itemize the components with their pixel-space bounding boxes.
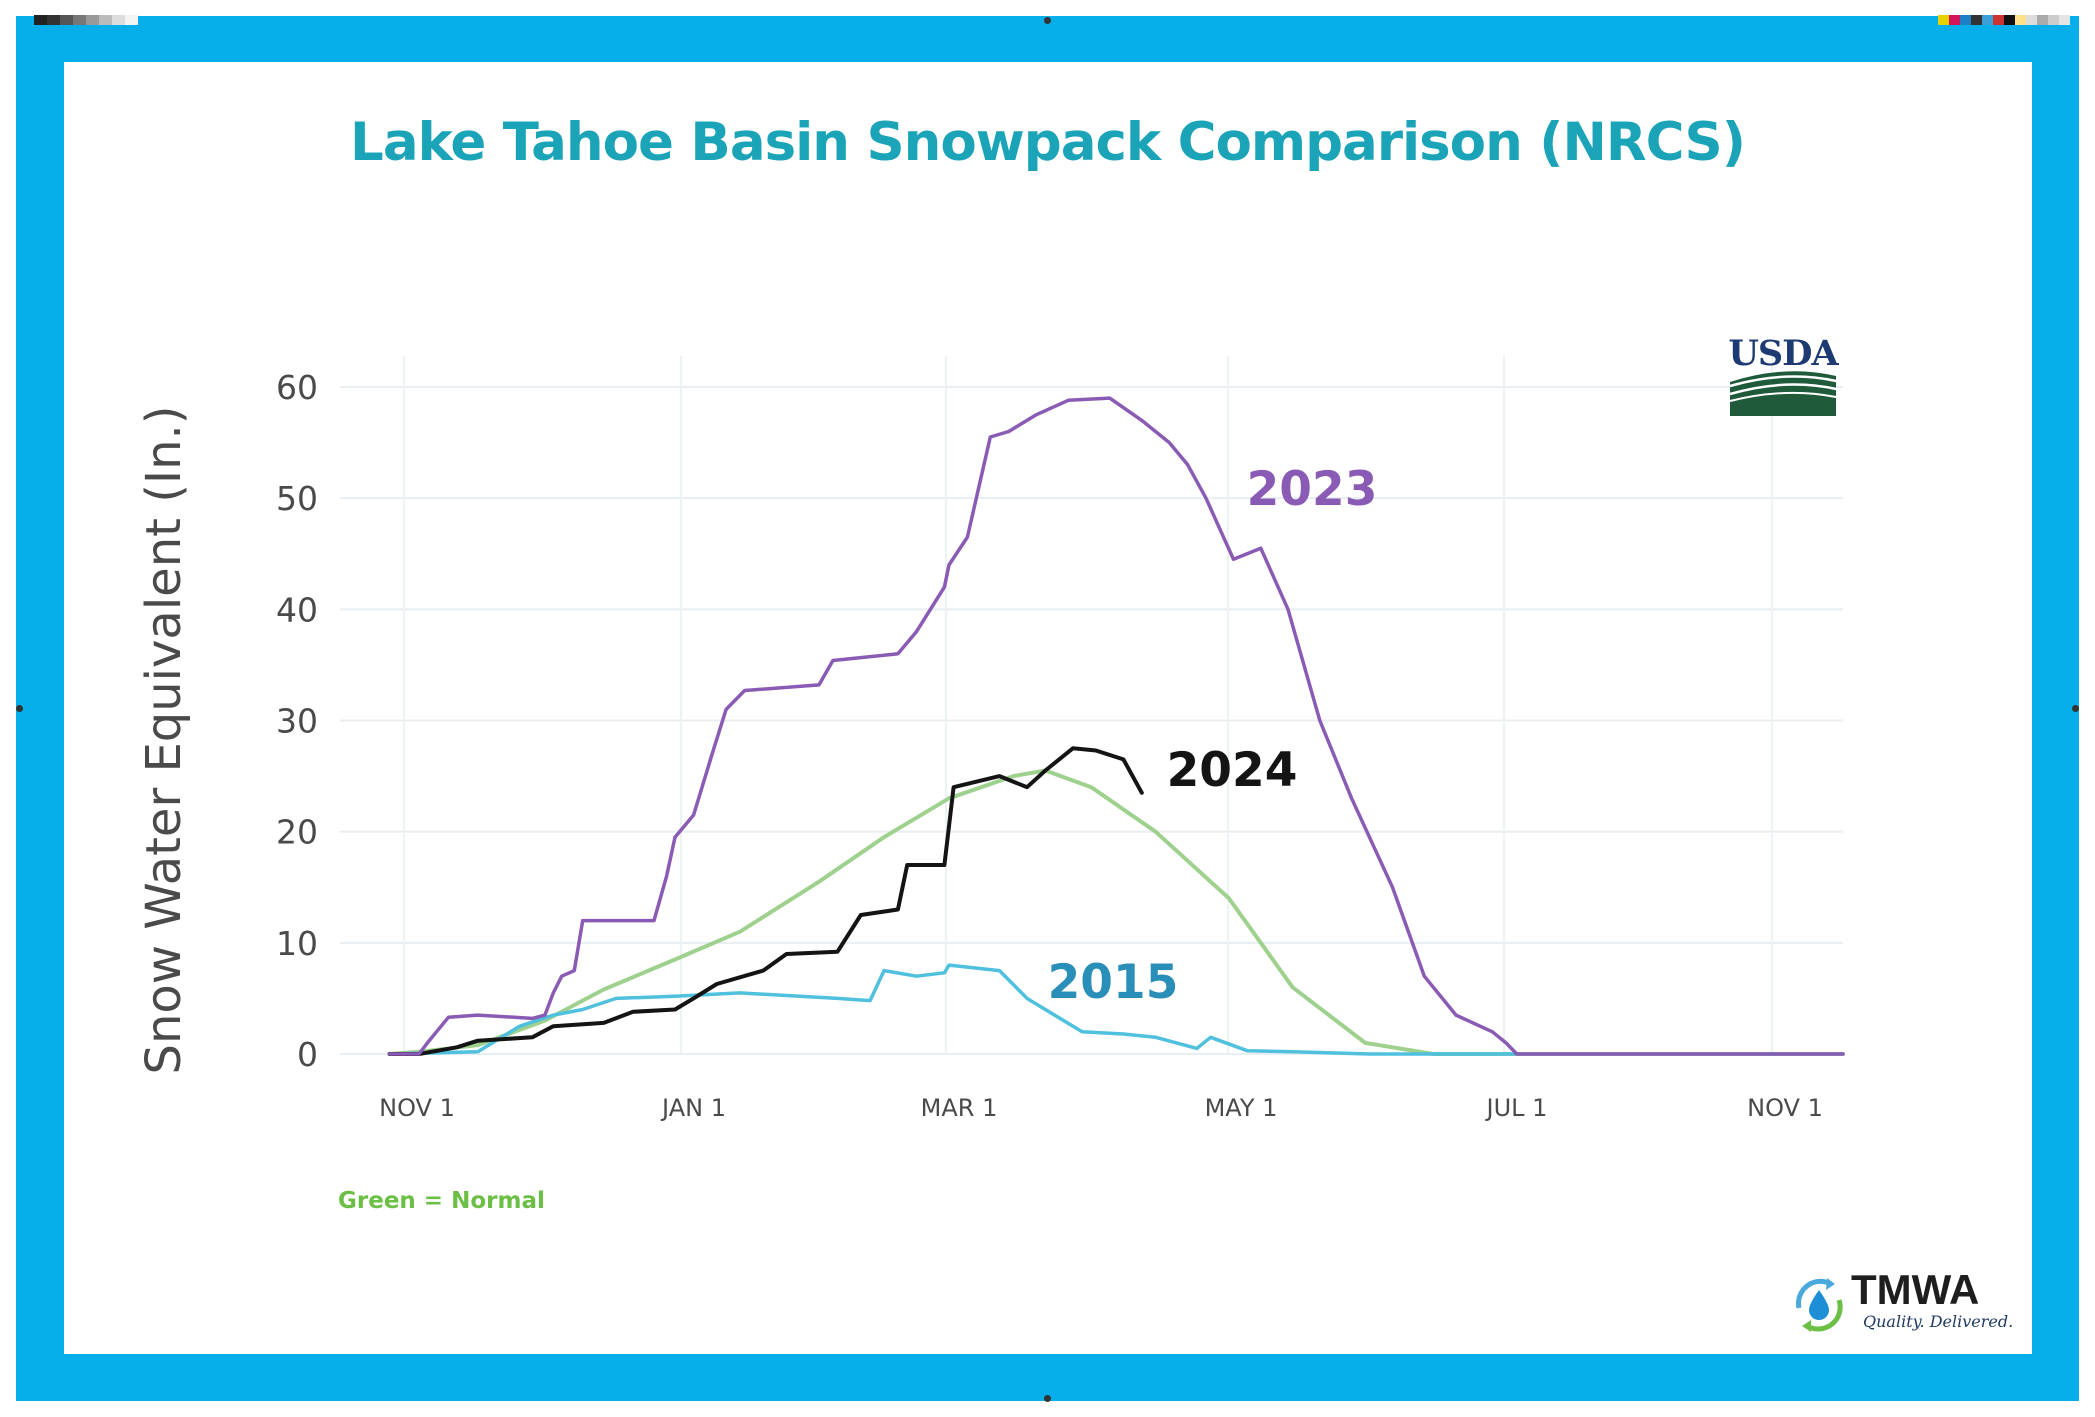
series-line-2015 <box>387 963 1845 1056</box>
x-tick-label: NOV 1 <box>1747 1094 1823 1122</box>
series-line-2024 <box>387 746 1144 1056</box>
poster-panel <box>64 62 2032 1354</box>
y-tick-label: 40 <box>276 590 318 629</box>
chart-title: Lake Tahoe Basin Snowpack Comparison (NR… <box>350 112 1746 173</box>
x-tick-label: NOV 1 <box>379 1094 455 1122</box>
series-line-2023 <box>387 396 1845 1056</box>
registration-mark-top <box>1044 17 1051 24</box>
water-drop-cycle-icon <box>1796 1278 1843 1332</box>
y-tick-label: 0 <box>297 1035 318 1074</box>
usda-logo-text: USDA <box>1728 333 1838 374</box>
usda-logo: USDA <box>1726 334 1840 416</box>
series-label-2023: 2023 <box>1247 462 1378 517</box>
usda-field-icon <box>1729 371 1837 416</box>
series-line-normal <box>387 768 1845 1056</box>
y-tick-label: 20 <box>276 813 318 852</box>
x-tick-label: JAN 1 <box>660 1094 726 1122</box>
series-label-2015: 2015 <box>1048 955 1179 1010</box>
y-tick-label: 30 <box>276 702 318 741</box>
x-tick-label: MAY 1 <box>1205 1094 1278 1122</box>
chart-axes: Snow Water Equivalent (In.) 0 10 20 30 40 50 6… <box>136 368 1823 1122</box>
tmwa-logo: TMWA Quality. Delivered. <box>1789 1266 2013 1338</box>
y-tick-label: 50 <box>276 479 318 518</box>
y-tick-label: 10 <box>276 924 318 963</box>
y-tick-label: 60 <box>276 368 318 407</box>
print-color-swatch-left <box>34 15 138 25</box>
legend-note: Green = Normal <box>338 1188 545 1214</box>
tmwa-tagline: Quality. Delivered. <box>1863 1312 2014 1331</box>
x-tick-label: MAR 1 <box>921 1094 998 1122</box>
print-color-swatch-right <box>1938 15 2070 25</box>
chart-series-labels: 2015 2023 2024 <box>1048 462 1378 1010</box>
x-tick-label: JUL 1 <box>1485 1094 1548 1122</box>
chart-grid <box>340 356 1843 1055</box>
chart-series <box>387 396 1845 1056</box>
y-axis-title: Snow Water Equivalent (In.) <box>136 406 192 1075</box>
registration-mark-left <box>16 705 23 712</box>
tmwa-logo-text: TMWA <box>1851 1266 1980 1313</box>
series-label-2024: 2024 <box>1167 743 1298 798</box>
registration-mark-bottom <box>1044 1395 1051 1402</box>
registration-mark-right <box>2072 705 2079 712</box>
